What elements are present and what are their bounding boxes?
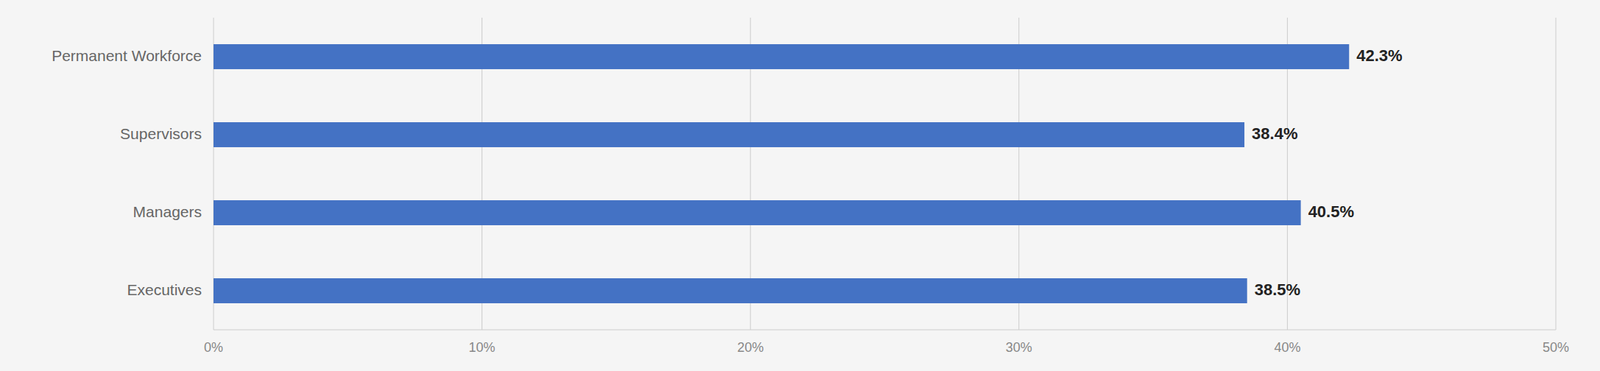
category-label: Executives xyxy=(126,281,202,299)
tick-label: 30% xyxy=(1005,340,1033,355)
data-label: 38.4% xyxy=(1251,124,1298,143)
tick-label: 0% xyxy=(203,340,224,355)
tick-label: 50% xyxy=(1542,340,1570,355)
bar xyxy=(213,122,1245,148)
data-label: 40.5% xyxy=(1308,202,1355,221)
tick-label: 40% xyxy=(1273,340,1301,355)
axis-line xyxy=(213,329,1556,331)
tick-label: 10% xyxy=(469,340,496,355)
bar xyxy=(213,200,1302,226)
bars xyxy=(213,44,1349,304)
chart-container: 0% 10% 20% 30% 40% 50% Permanent Workforce Supe… xyxy=(0,0,1600,371)
tick-label: 20% xyxy=(737,340,764,355)
chart-svg: 0% 10% 20% 30% 40% 50% Permanent Workforce Supe… xyxy=(0,0,1600,371)
bar xyxy=(213,278,1248,304)
bar xyxy=(213,44,1349,70)
category-label: Permanent Workforce xyxy=(51,47,202,65)
grid xyxy=(213,17,1556,330)
data-label: 42.3% xyxy=(1356,46,1402,65)
grid-line xyxy=(1555,17,1557,330)
category-label: Managers xyxy=(133,203,202,221)
category-label: Supervisors xyxy=(120,125,202,143)
background xyxy=(0,0,1600,371)
data-label: 38.5% xyxy=(1254,280,1301,299)
